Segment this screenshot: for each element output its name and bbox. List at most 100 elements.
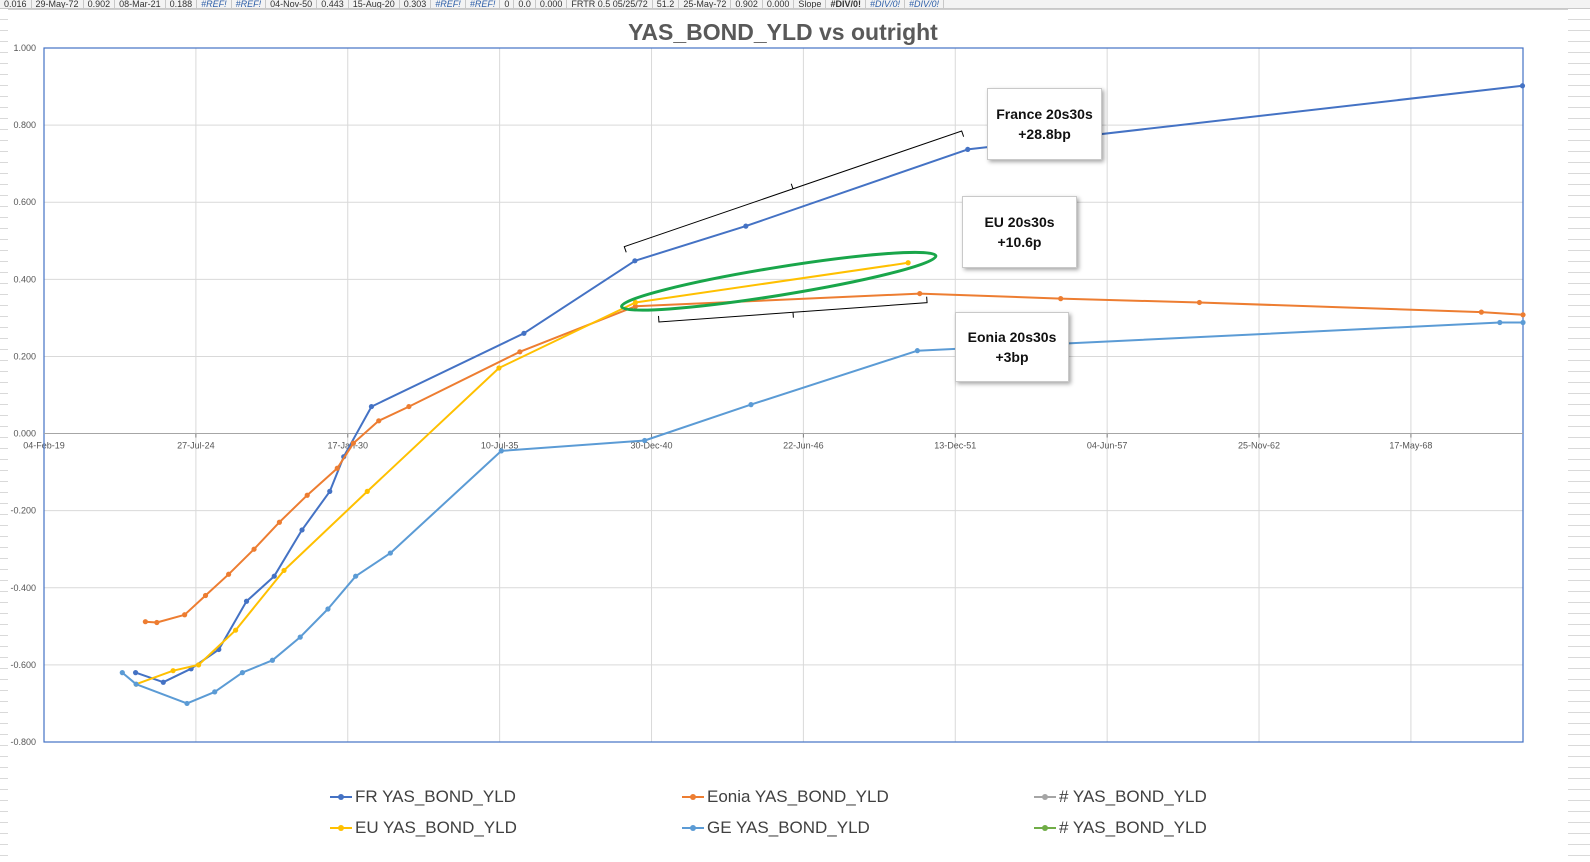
data-point <box>202 592 209 599</box>
annotation-marks <box>620 130 965 323</box>
legend-item-fr[interactable]: FR YAS_BOND_YLD <box>330 786 682 808</box>
sheet-cell[interactable]: #REF! <box>466 0 501 8</box>
sheet-cell[interactable]: 25-May-72 <box>679 0 732 8</box>
legend-swatch-eu <box>330 817 352 839</box>
data-point <box>376 418 382 424</box>
sheet-cell[interactable]: #REF! <box>431 0 466 8</box>
sheet-cell[interactable]: 04-Nov-50 <box>266 0 318 8</box>
sheet-cell[interactable]: 0.902 <box>84 0 116 8</box>
x-tick-label: 17-May-68 <box>1389 441 1432 451</box>
chart-area[interactable] <box>0 9 1590 862</box>
legend-swatch-hash-2 <box>1034 817 1056 839</box>
data-point <box>632 299 639 306</box>
data-point <box>269 657 276 663</box>
sheet-cell[interactable]: #DIV/0! <box>866 0 905 8</box>
data-point <box>232 627 239 633</box>
sheet-cell[interactable]: 0.303 <box>400 0 432 8</box>
row-gridline-strip-right <box>1568 9 1590 861</box>
series-line <box>145 292 1524 624</box>
legend-item-eonia[interactable]: Eonia YAS_BOND_YLD <box>682 786 1034 808</box>
series-line <box>135 84 1523 684</box>
callout-eu[interactable]: EU 20s30s +10.6p <box>962 196 1077 268</box>
data-point <box>350 440 356 446</box>
y-tick-label: 0.400 <box>13 274 36 284</box>
data-point <box>517 349 523 355</box>
sheet-cell[interactable]: 0.443 <box>317 0 349 8</box>
y-tick-label: 0.800 <box>13 120 36 130</box>
x-tick-label: 25-Nov-62 <box>1238 441 1280 451</box>
data-point <box>632 303 639 309</box>
y-tick-label: 0.600 <box>13 197 36 207</box>
sheet-cell[interactable]: #REF! <box>197 0 232 8</box>
data-point <box>642 437 648 444</box>
callout-france[interactable]: France 20s30s +28.8bp <box>987 88 1102 160</box>
sheet-cell[interactable]: 51.2 <box>653 0 680 8</box>
data-point <box>299 527 305 533</box>
sheet-cell[interactable]: FRTR 0.5 05/25/72 <box>567 0 653 8</box>
sheet-cell[interactable]: 0.188 <box>166 0 198 8</box>
data-point <box>182 612 188 618</box>
data-point <box>239 670 246 676</box>
callout-france-value: +28.8bp <box>1018 126 1071 142</box>
series-line <box>121 321 1523 705</box>
data-point <box>334 465 340 471</box>
chart-title: YAS_BOND_YLD vs outright <box>628 19 938 45</box>
callout-eonia[interactable]: Eonia 20s30s +3bp <box>955 312 1069 382</box>
y-tick-label: -0.800 <box>10 737 36 747</box>
y-tick-label: -0.200 <box>10 506 36 516</box>
highlight-ellipse-eu <box>620 250 938 312</box>
sheet-cell[interactable]: 0 <box>500 0 515 8</box>
sheet-cell[interactable]: 0.016 <box>0 0 32 8</box>
data-point <box>327 488 333 494</box>
data-point <box>1497 319 1503 326</box>
data-point <box>276 519 283 525</box>
data-point <box>212 689 218 695</box>
sheet-cell[interactable]: 0.902 <box>731 0 763 8</box>
axes: 1.000 0.800 0.600 0.400 0.200 0.000 -0.200 -0.4… <box>10 43 1524 747</box>
data-point <box>184 700 190 707</box>
data-point <box>917 290 923 297</box>
data-point <box>119 670 125 676</box>
data-point <box>304 492 310 498</box>
data-point <box>243 598 250 604</box>
data-point <box>387 550 393 556</box>
data-point <box>297 634 303 640</box>
sheet-cell[interactable]: Slope <box>794 0 827 8</box>
callout-eonia-value: +3bp <box>995 349 1029 365</box>
chart-legend[interactable]: FR YAS_BOND_YLD Eonia YAS_BOND_YLD # YAS… <box>330 786 1330 842</box>
sheet-cell[interactable]: 08-Mar-21 <box>115 0 166 8</box>
plot-area-border <box>43 47 1524 743</box>
data-point <box>496 365 502 371</box>
data-point <box>498 448 504 454</box>
sheet-cell[interactable]: 0.0 <box>514 0 536 8</box>
data-point <box>1478 309 1484 315</box>
data-point <box>154 619 160 626</box>
y-tick-label: 1.000 <box>13 43 36 53</box>
data-point <box>748 402 754 408</box>
sheet-cell[interactable]: 29-May-72 <box>32 0 84 8</box>
legend-item-eu[interactable]: EU YAS_BOND_YLD <box>330 817 682 839</box>
sheet-cell[interactable]: #REF! <box>232 0 267 8</box>
data-point <box>353 573 359 579</box>
y-tick-label: 0.200 <box>13 351 36 361</box>
sheet-cell[interactable]: 0.000 <box>536 0 568 8</box>
legend-item-ge[interactable]: GE YAS_BOND_YLD <box>682 817 1034 839</box>
bracket-france <box>623 130 965 253</box>
data-point <box>965 146 971 153</box>
sheet-cell[interactable]: #DIV/0! <box>905 0 944 8</box>
data-point <box>1058 296 1064 302</box>
sheet-cell[interactable]: 15-Aug-20 <box>349 0 400 8</box>
data-point <box>905 260 911 266</box>
legend-label-fr: FR YAS_BOND_YLD <box>355 787 516 806</box>
data-point <box>325 606 331 612</box>
legend-item-hash-1[interactable]: # YAS_BOND_YLD <box>1034 786 1334 808</box>
legend-item-hash-2[interactable]: # YAS_BOND_YLD <box>1034 817 1334 839</box>
data-point <box>1520 319 1526 326</box>
callout-eonia-title: Eonia 20s30s <box>967 329 1057 345</box>
sheet-cell[interactable]: 0.000 <box>763 0 795 8</box>
sheet-cell[interactable]: #DIV/0! <box>826 0 866 8</box>
data-point <box>364 488 370 494</box>
bracket-eonia <box>658 296 928 323</box>
data-point <box>406 403 412 410</box>
